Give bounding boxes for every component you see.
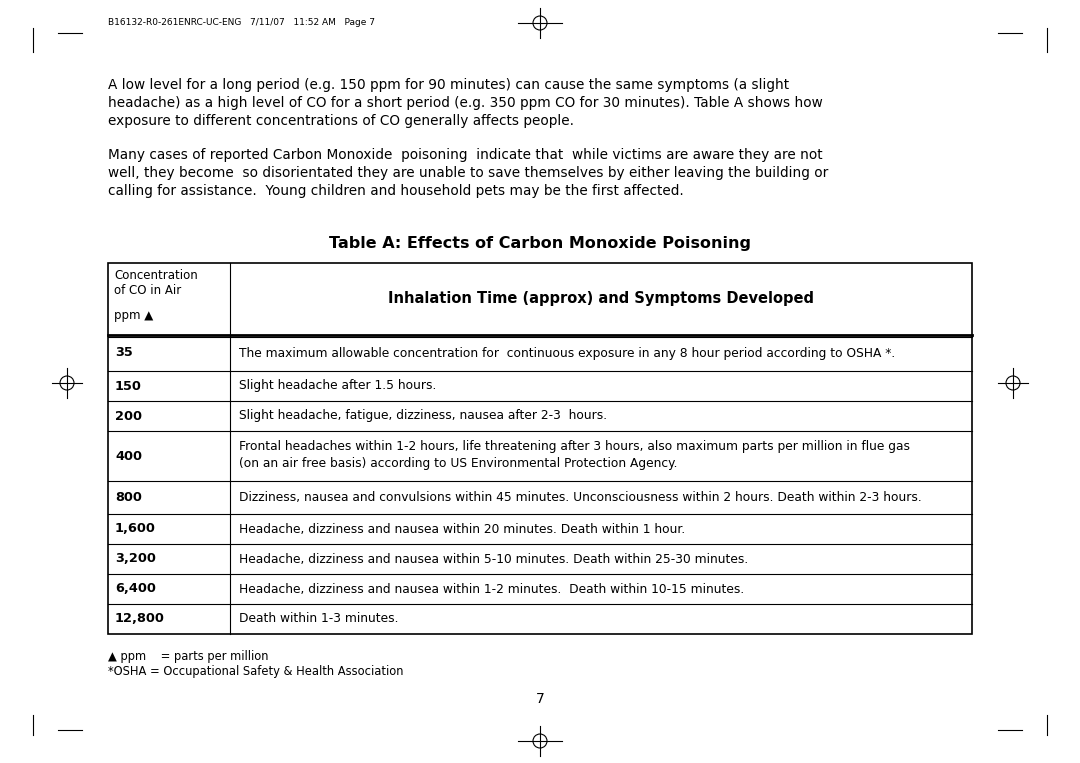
Text: Headache, dizziness and nausea within 1-2 minutes.  Death within 10-15 minutes.: Headache, dizziness and nausea within 1-…	[239, 582, 744, 595]
Text: headache) as a high level of CO for a short period (e.g. 350 ppm CO for 30 minut: headache) as a high level of CO for a sh…	[108, 96, 823, 110]
Text: Headache, dizziness and nausea within 20 minutes. Death within 1 hour.: Headache, dizziness and nausea within 20…	[239, 523, 685, 536]
Text: 3,200: 3,200	[114, 552, 156, 565]
Text: well, they become  so disorientated they are unable to save themselves by either: well, they become so disorientated they …	[108, 166, 828, 180]
Text: A low level for a long period (e.g. 150 ppm for 90 minutes) can cause the same s: A low level for a long period (e.g. 150 …	[108, 78, 789, 92]
Text: (on an air free basis) according to US Environmental Protection Agency.: (on an air free basis) according to US E…	[239, 457, 677, 470]
Text: Headache, dizziness and nausea within 5-10 minutes. Death within 25-30 minutes.: Headache, dizziness and nausea within 5-…	[239, 552, 748, 565]
Text: of CO in Air: of CO in Air	[114, 284, 181, 297]
Text: Concentration: Concentration	[114, 269, 198, 282]
Text: ppm ▲: ppm ▲	[114, 309, 153, 322]
Text: 800: 800	[114, 491, 141, 504]
Text: 200: 200	[114, 410, 141, 423]
Text: Slight headache after 1.5 hours.: Slight headache after 1.5 hours.	[239, 379, 436, 392]
Text: 35: 35	[114, 346, 133, 359]
Text: *OSHA = Occupational Safety & Health Association: *OSHA = Occupational Safety & Health Ass…	[108, 665, 404, 678]
Bar	[108, 263, 972, 634]
Text: 150: 150	[114, 379, 141, 392]
Text: Slight headache, fatigue, dizziness, nausea after 2-3  hours.: Slight headache, fatigue, dizziness, nau…	[239, 410, 607, 423]
Text: Dizziness, nausea and convulsions within 45 minutes. Unconsciousness within 2 ho: Dizziness, nausea and convulsions within…	[239, 491, 921, 504]
Text: B16132-R0-261ENRC-UC-ENG   7/11/07   11:52 AM   Page 7: B16132-R0-261ENRC-UC-ENG 7/11/07 11:52 A…	[108, 18, 375, 27]
Text: The maximum allowable concentration for  continuous exposure in any 8 hour perio: The maximum allowable concentration for …	[239, 346, 895, 359]
Text: Many cases of reported Carbon Monoxide  poisoning  indicate that  while victims : Many cases of reported Carbon Monoxide p…	[108, 148, 823, 162]
Text: 400: 400	[114, 449, 141, 462]
Text: 1,600: 1,600	[114, 523, 156, 536]
Text: ▲ ppm    = parts per million: ▲ ppm = parts per million	[108, 650, 269, 663]
Text: Death within 1-3 minutes.: Death within 1-3 minutes.	[239, 613, 399, 626]
Text: 12,800: 12,800	[114, 613, 165, 626]
Text: Inhalation Time (approx) and Symptoms Developed: Inhalation Time (approx) and Symptoms De…	[388, 291, 814, 307]
Text: Frontal headaches within 1-2 hours, life threatening after 3 hours, also maximum: Frontal headaches within 1-2 hours, life…	[239, 440, 910, 453]
Text: exposure to different concentrations of CO generally affects people.: exposure to different concentrations of …	[108, 114, 573, 128]
Text: 6,400: 6,400	[114, 582, 156, 595]
Text: calling for assistance.  Young children and household pets may be the first affe: calling for assistance. Young children a…	[108, 184, 684, 198]
Text: Table A: Effects of Carbon Monoxide Poisoning: Table A: Effects of Carbon Monoxide Pois…	[329, 236, 751, 251]
Text: 7: 7	[536, 692, 544, 706]
